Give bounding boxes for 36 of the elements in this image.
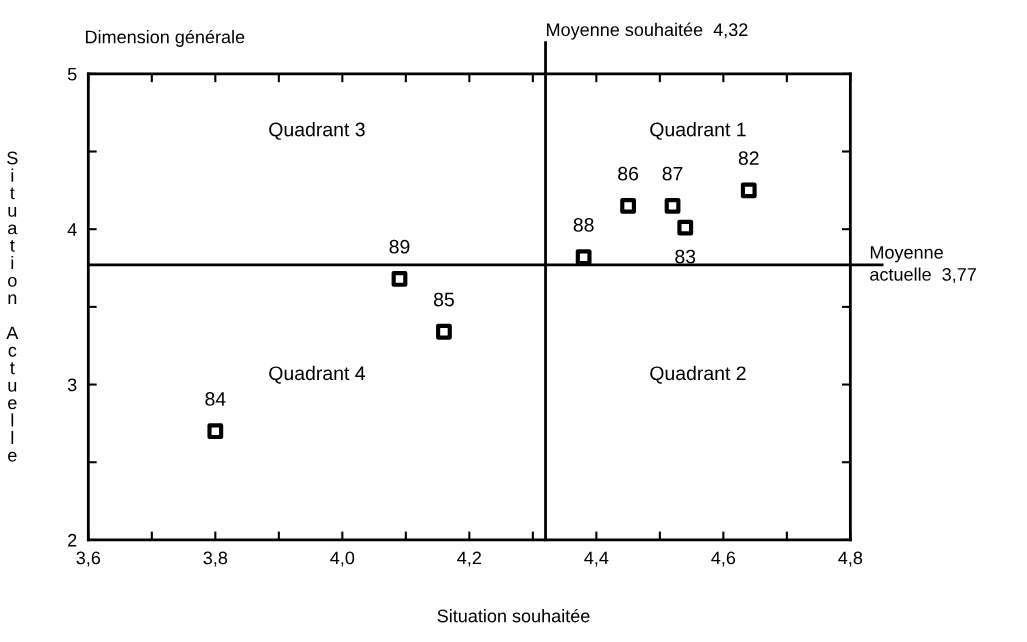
text: Situation Actuelle [6, 151, 19, 462]
x-tick-label: 4,8 [838, 551, 863, 567]
annotation: 85 [433, 292, 454, 307]
annotation: 88 [573, 218, 594, 232]
x-axis-title: Situation souhaitée [437, 608, 590, 623]
point [575, 249, 592, 266]
y-tick-label: 5 [67, 67, 77, 81]
y-tick-label: 4 [67, 223, 77, 236]
y-tick-label: 3 [67, 378, 77, 392]
annotation: 82 [738, 151, 759, 166]
annotation: Quadrant 1 [650, 122, 746, 140]
point [207, 423, 224, 440]
annotation: Quadrant 2 [650, 365, 746, 384]
x-tick-label: 4,4 [584, 551, 609, 567]
annotation: 87 [662, 166, 683, 181]
annotation: 84 [205, 392, 226, 406]
annotation: 83 [675, 249, 696, 264]
annotation: 89 [389, 239, 410, 254]
ref-line-label: Moyenne actuelle 3,77 [870, 246, 976, 283]
x-tick-label: 3,6 [76, 551, 101, 567]
point [620, 197, 636, 214]
ref-line-label: Moyenne souhaitée 4,32 [547, 22, 748, 40]
chart-title: Dimension générale [85, 29, 245, 47]
annotation: Quadrant 3 [269, 122, 365, 140]
x-tick-label: 4,6 [711, 551, 736, 567]
y-tick-label: 2 [68, 533, 77, 547]
point [664, 197, 681, 214]
x-tick-label: 4,2 [457, 551, 481, 567]
point [391, 271, 408, 287]
annotation: Quadrant 4 [269, 365, 366, 384]
x-tick-label: 4,0 [330, 551, 355, 567]
x-tick-label: 3,8 [203, 551, 228, 567]
point [677, 219, 694, 236]
point [740, 182, 757, 199]
point [436, 323, 452, 340]
annotation: 86 [618, 166, 639, 181]
